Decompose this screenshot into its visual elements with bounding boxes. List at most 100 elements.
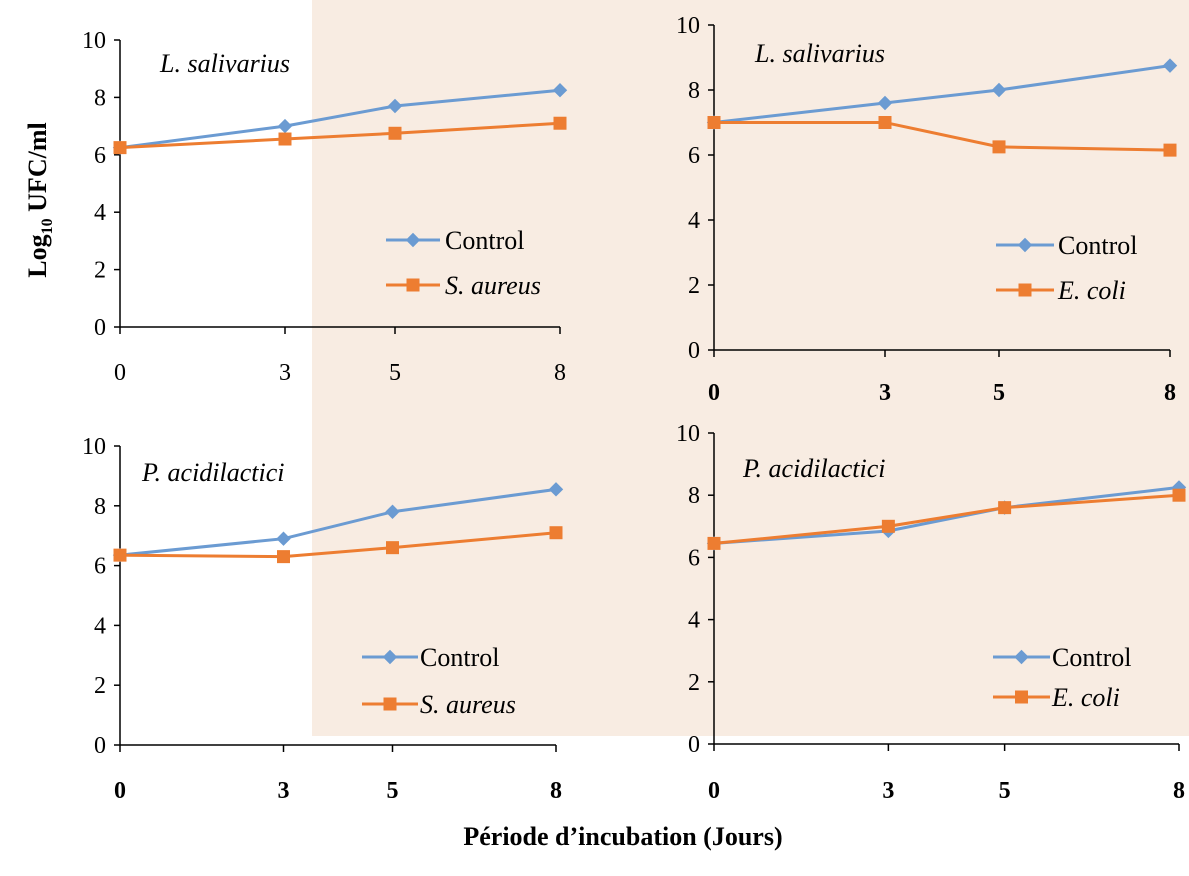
data-point (881, 519, 895, 533)
y-tick-label: 10 (676, 13, 700, 39)
x-tick-label: 5 (999, 778, 1011, 804)
x-tick-label: 0 (114, 360, 126, 386)
y-tick-label: 2 (688, 670, 700, 696)
chart-panel-1: 0 2 4 6 8 10 0 3 5 8 L. salivarius Control S. aureus (82, 28, 568, 386)
legend-entry: S. aureus (362, 690, 516, 719)
legend-label: E. coli (1051, 683, 1120, 712)
series-line (119, 487, 557, 557)
y-tick-label: 4 (688, 208, 700, 234)
y-tick-label: 2 (94, 258, 106, 284)
legend-entry: S. aureus (386, 271, 541, 300)
data-point (991, 82, 1007, 98)
x-tick-label: 0 (708, 778, 720, 804)
x-tick-label: 5 (993, 380, 1005, 406)
chart-panel-3: 0 2 4 6 8 10 0 3 5 8 P. acidilactici Control S. aure… (82, 434, 564, 804)
y-axis-title-unit: UFC/ml (23, 122, 52, 218)
data-point (1162, 58, 1178, 73)
x-tick-label: 8 (550, 778, 562, 804)
chart-title: L. salivarius (159, 49, 290, 78)
series-line (713, 64, 1171, 124)
x-tick-label: 0 (708, 380, 720, 406)
data-point (385, 504, 400, 519)
series-pathogen (113, 116, 567, 155)
y-tick-label: 6 (94, 554, 106, 580)
series-line (119, 121, 561, 150)
y-axis-title: Log10 UFC/ml (23, 122, 56, 277)
legend-label: Control (1058, 231, 1137, 260)
data-point (113, 141, 127, 155)
legend-label: S. aureus (420, 690, 516, 719)
y-tick-label: 8 (688, 78, 700, 104)
x-tick-label: 0 (114, 778, 126, 804)
y-tick-label: 10 (676, 421, 700, 447)
x-tick-label: 8 (1173, 778, 1185, 804)
chart-title: L. salivarius (754, 39, 885, 68)
data-point (998, 501, 1012, 515)
y-axis-title-subscript: 10 (39, 218, 56, 234)
legend-entry: E. coli (996, 276, 1126, 305)
legend-entry: Control (386, 226, 524, 255)
series-line (713, 493, 1180, 545)
legend-label: E. coli (1057, 276, 1126, 305)
series-control (706, 58, 1178, 130)
y-tick-label: 4 (94, 200, 106, 226)
legend-marker (405, 232, 421, 248)
y-tick-label: 4 (688, 608, 700, 634)
data-point (553, 116, 567, 130)
y-tick-label: 4 (94, 613, 106, 639)
legend-label: Control (445, 226, 524, 255)
data-point (277, 550, 290, 564)
series-line (119, 88, 561, 150)
data-point (549, 526, 563, 540)
x-tick-label: 3 (279, 360, 291, 386)
y-tick-label: 10 (82, 28, 106, 54)
x-tick-label: 5 (387, 778, 399, 804)
y-tick-label: 8 (94, 85, 106, 111)
data-point (386, 541, 399, 555)
legend-entry: Control (362, 643, 499, 672)
legend-marker (1017, 237, 1033, 253)
data-point (1172, 488, 1186, 502)
x-tick-label: 3 (882, 778, 894, 804)
legend-label: Control (1052, 643, 1131, 672)
data-point (552, 83, 568, 98)
data-point (276, 531, 291, 546)
y-tick-label: 2 (688, 273, 700, 299)
x-tick-label: 3 (278, 778, 290, 804)
legend-label: Control (420, 643, 499, 672)
series-line (713, 485, 1180, 545)
data-point (388, 126, 402, 140)
chart-title: P. acidilactici (742, 454, 886, 483)
data-point (707, 116, 721, 129)
x-tick-label: 8 (1164, 380, 1176, 406)
chart-panel-2: 0 2 4 6 8 10 0 3 5 8 L. salivarius Control E. coli (676, 13, 1178, 406)
y-tick-label: 6 (688, 545, 700, 571)
legend-entry: Control (996, 231, 1137, 260)
y-tick-label: 8 (688, 483, 700, 509)
data-point (278, 132, 292, 146)
y-axis-title-log: Log (23, 234, 52, 277)
legend-entry: E. coli (993, 683, 1120, 712)
data-point (548, 482, 564, 497)
x-tick-label: 8 (554, 360, 566, 386)
data-point (277, 118, 293, 134)
y-tick-label: 0 (688, 732, 700, 758)
series-line (119, 531, 557, 559)
x-tick-label: 3 (879, 380, 891, 406)
legend-marker (383, 697, 397, 711)
y-tick-label: 0 (94, 315, 106, 341)
data-point (877, 95, 893, 111)
legend-label: S. aureus (445, 271, 541, 300)
y-tick-label: 10 (82, 434, 106, 460)
y-tick-label: 6 (94, 143, 106, 169)
legend-entry: Control (993, 643, 1131, 672)
chart-panel-4: 0 2 4 6 8 10 0 3 5 8 P. acidilactici Control E. coli (676, 421, 1187, 804)
y-tick-label: 6 (688, 143, 700, 169)
x-axis-title: Période d’incubation (Jours) (463, 822, 782, 851)
y-tick-label: 0 (94, 733, 106, 759)
series-pathogen (707, 488, 1186, 550)
legend-marker (1015, 690, 1028, 704)
legend-marker (1018, 283, 1032, 297)
